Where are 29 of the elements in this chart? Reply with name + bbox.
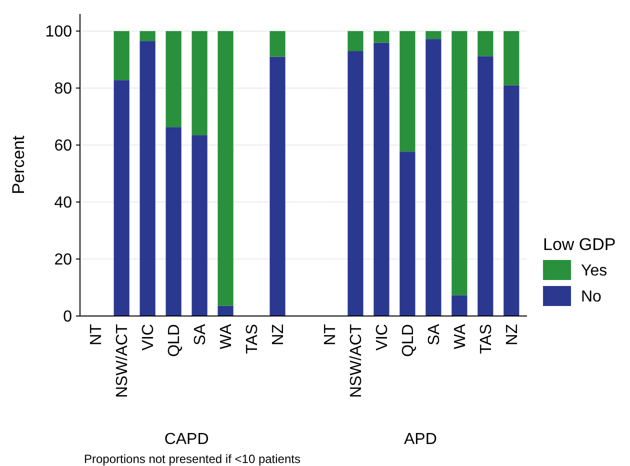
text: CAPD <box>164 431 209 448</box>
x-tick-label: TAS <box>244 324 262 354</box>
y-tick-label: 0 <box>63 308 72 326</box>
legend-title: Low GDP <box>543 235 616 254</box>
text: APD <box>404 431 437 448</box>
y-tick-label: 20 <box>54 252 72 269</box>
x-tick-label: QLD <box>400 324 418 357</box>
x-tick-label: TAS <box>478 324 496 354</box>
x-tick-label: SA <box>192 324 210 346</box>
y-tick-label: 60 <box>54 138 72 155</box>
x-tick-label: NSW/ACT <box>114 324 132 398</box>
x-tick-label: QLD <box>166 324 184 357</box>
y-tick-label: 40 <box>54 194 72 212</box>
x-tick-label: VIC <box>374 324 392 351</box>
y-axis-title: Percent <box>9 135 28 194</box>
x-tick-label: NZ <box>504 324 522 346</box>
x-tick-label: VIC <box>140 324 158 351</box>
legend-label: No <box>581 288 602 306</box>
text: Proportions not presented if <10 patients <box>84 452 300 466</box>
x-tick-label: NSW/ACT <box>348 324 366 398</box>
y-tick-label: 80 <box>54 80 72 98</box>
x-tick-label: NZ <box>270 324 288 346</box>
x-tick-label: NT <box>88 324 106 346</box>
x-tick-label: SA <box>426 324 444 346</box>
legend-label: Yes <box>581 262 608 280</box>
y-tick-label: 100 <box>45 24 72 41</box>
x-tick-label: WA <box>452 324 470 350</box>
x-tick-label: NT <box>322 324 340 346</box>
x-tick-label: WA <box>218 324 236 350</box>
